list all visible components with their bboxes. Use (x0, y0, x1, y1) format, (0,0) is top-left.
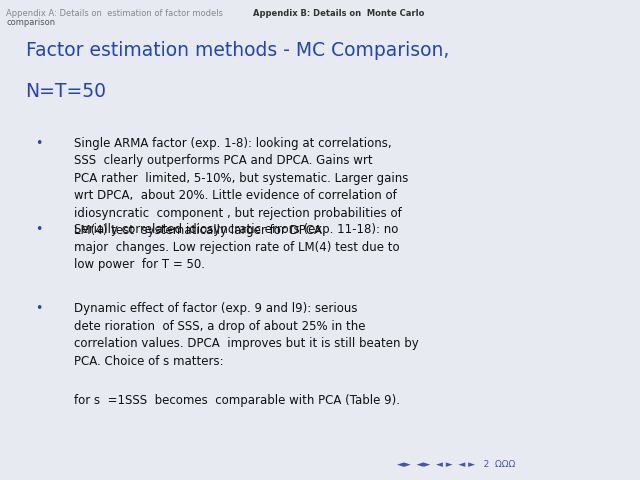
Text: ◄►  ◄►  ◄ ►  ◄ ►   2  ΩΩΩ: ◄► ◄► ◄ ► ◄ ► 2 ΩΩΩ (397, 460, 515, 469)
Text: Factor estimation methods - MC Comparison,: Factor estimation methods - MC Compariso… (26, 41, 449, 60)
Text: Appendix B: Details on  Monte Carlo: Appendix B: Details on Monte Carlo (253, 9, 424, 18)
Text: comparison: comparison (6, 18, 56, 27)
Text: •: • (35, 137, 43, 150)
Text: •: • (35, 302, 43, 315)
Text: Single ARMA factor (exp. 1-8): looking at correlations,
SSS  clearly outperforms: Single ARMA factor (exp. 1-8): looking a… (74, 137, 408, 237)
Text: •: • (35, 223, 43, 236)
Text: Serially correlated idiosyncratic errors (exp. 11-18): no
major  changes. Low re: Serially correlated idiosyncratic errors… (74, 223, 399, 271)
Text: for s  =1SSS  becomes  comparable with PCA (Table 9).: for s =1SSS becomes comparable with PCA … (74, 394, 399, 407)
Text: Dynamic effect of factor (exp. 9 and l9): serious
dete rioration  of SSS, a drop: Dynamic effect of factor (exp. 9 and l9)… (74, 302, 419, 368)
Text: N=T=50: N=T=50 (26, 82, 107, 101)
Text: Appendix A: Details on  estimation of factor models: Appendix A: Details on estimation of fac… (6, 9, 223, 18)
